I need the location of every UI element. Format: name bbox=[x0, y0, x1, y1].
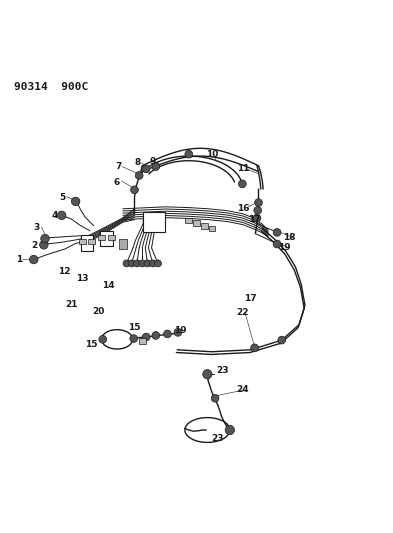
Circle shape bbox=[253, 214, 261, 222]
Bar bbox=[193, 220, 200, 226]
Circle shape bbox=[185, 150, 193, 158]
Text: 17: 17 bbox=[244, 294, 256, 303]
Circle shape bbox=[152, 332, 160, 340]
Circle shape bbox=[130, 335, 138, 342]
Circle shape bbox=[135, 172, 143, 179]
Bar bbox=[81, 235, 94, 252]
Bar bbox=[88, 239, 95, 244]
Circle shape bbox=[152, 163, 160, 171]
Circle shape bbox=[130, 186, 138, 193]
Bar bbox=[101, 231, 113, 246]
Circle shape bbox=[163, 330, 171, 338]
Text: 15: 15 bbox=[128, 323, 141, 332]
Circle shape bbox=[99, 335, 107, 343]
Text: 2: 2 bbox=[31, 241, 38, 249]
Text: 17: 17 bbox=[248, 215, 261, 224]
Circle shape bbox=[142, 165, 150, 173]
Circle shape bbox=[142, 333, 150, 341]
Circle shape bbox=[40, 240, 48, 249]
Circle shape bbox=[41, 235, 49, 243]
Circle shape bbox=[134, 260, 140, 267]
Text: 14: 14 bbox=[102, 281, 114, 290]
Circle shape bbox=[72, 197, 80, 206]
Circle shape bbox=[144, 260, 151, 267]
Text: 6: 6 bbox=[114, 177, 120, 187]
Bar bbox=[108, 235, 115, 240]
Text: 21: 21 bbox=[66, 300, 78, 309]
Circle shape bbox=[239, 180, 246, 188]
Text: 16: 16 bbox=[237, 204, 249, 213]
Circle shape bbox=[278, 336, 286, 344]
Text: 12: 12 bbox=[58, 266, 70, 276]
Circle shape bbox=[139, 260, 146, 267]
Bar bbox=[201, 223, 208, 229]
Text: 23: 23 bbox=[211, 434, 224, 443]
Text: 15: 15 bbox=[85, 340, 97, 349]
Circle shape bbox=[154, 260, 162, 267]
Bar bbox=[139, 338, 146, 344]
Bar bbox=[209, 226, 215, 231]
Text: 9: 9 bbox=[150, 157, 156, 166]
Circle shape bbox=[255, 199, 263, 206]
Circle shape bbox=[254, 206, 262, 214]
Text: 13: 13 bbox=[76, 274, 88, 284]
Circle shape bbox=[123, 260, 130, 267]
Bar bbox=[119, 239, 127, 249]
Circle shape bbox=[203, 369, 212, 379]
Circle shape bbox=[225, 425, 235, 434]
Text: 7: 7 bbox=[115, 162, 121, 171]
Circle shape bbox=[29, 255, 38, 264]
Text: 8: 8 bbox=[134, 158, 141, 167]
Text: 11: 11 bbox=[237, 164, 249, 173]
Circle shape bbox=[251, 344, 259, 352]
Bar bbox=[185, 218, 192, 223]
Text: 10: 10 bbox=[206, 150, 218, 159]
Text: 23: 23 bbox=[217, 366, 229, 375]
Text: 4: 4 bbox=[52, 211, 58, 220]
Text: 20: 20 bbox=[93, 306, 105, 316]
Text: 19: 19 bbox=[174, 326, 187, 335]
Circle shape bbox=[273, 240, 281, 248]
Circle shape bbox=[174, 328, 182, 336]
Text: 18: 18 bbox=[283, 233, 296, 242]
Circle shape bbox=[211, 394, 219, 402]
Text: 24: 24 bbox=[237, 385, 249, 394]
Text: 3: 3 bbox=[34, 223, 40, 232]
Text: 19: 19 bbox=[279, 244, 291, 253]
Circle shape bbox=[57, 211, 66, 220]
Text: 1: 1 bbox=[16, 255, 22, 264]
Bar bbox=[98, 235, 105, 240]
Text: 5: 5 bbox=[60, 193, 66, 202]
Circle shape bbox=[128, 260, 135, 267]
Bar bbox=[143, 212, 165, 232]
Text: 90314  900C: 90314 900C bbox=[15, 83, 89, 92]
Text: 22: 22 bbox=[236, 309, 248, 318]
Circle shape bbox=[149, 260, 156, 267]
Bar bbox=[79, 239, 86, 244]
Circle shape bbox=[273, 229, 281, 236]
